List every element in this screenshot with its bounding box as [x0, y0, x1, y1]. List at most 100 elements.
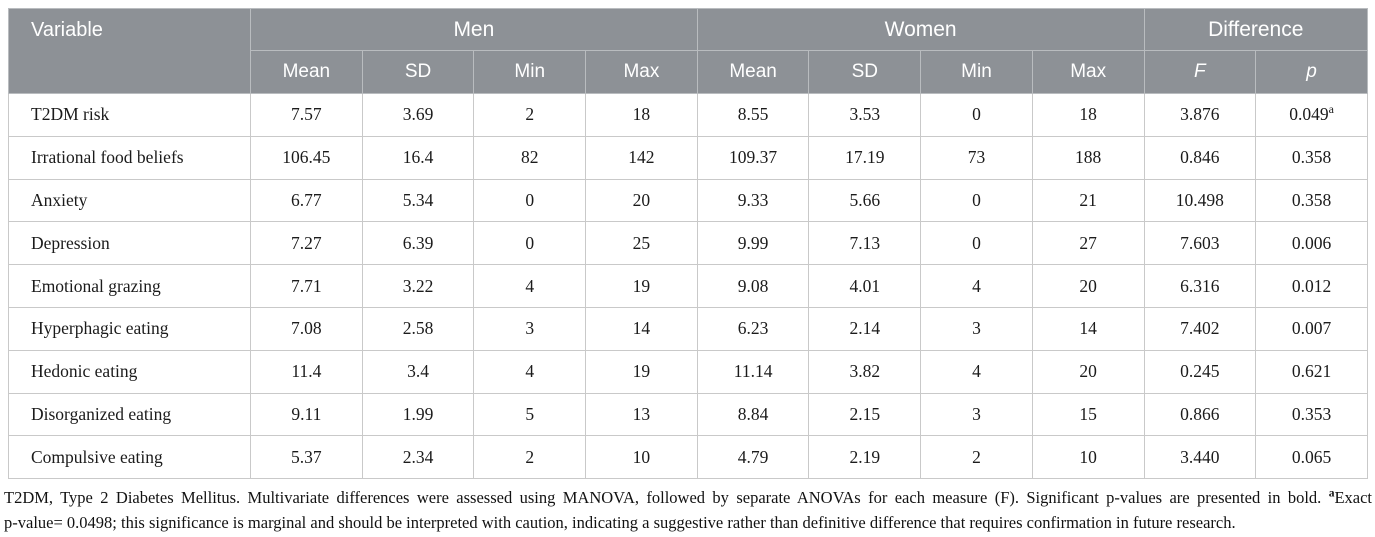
value-text: 5.37	[291, 446, 322, 467]
value-cell: 5.34	[361, 178, 475, 223]
value-text: 4.79	[737, 446, 769, 467]
table-footnote: T2DM, Type 2 Diabetes Mellitus. Multivar…	[4, 485, 1372, 535]
value-text: 3.4	[407, 361, 429, 382]
value-text: 0.358	[1291, 189, 1332, 210]
table-header: Variable Men Women Difference Mean SD Min Max…	[8, 8, 1368, 94]
sub-header-mean-4: Mean	[696, 50, 810, 94]
value-text: 109.37	[729, 147, 778, 168]
group-header-men: Men	[250, 8, 698, 51]
value-cell: 2	[920, 435, 1033, 480]
value-cell: 4	[473, 264, 587, 308]
value-text: 6.316	[1180, 275, 1220, 296]
value-text: 8.55	[737, 104, 769, 125]
value-text: 3.440	[1180, 446, 1220, 467]
value-text: 5.34	[402, 189, 434, 210]
variable-cell: T2DM risk	[8, 93, 251, 137]
value-text: 15	[1079, 403, 1097, 424]
value-cell: 17.19	[808, 135, 922, 180]
sub-header-min-2: Min	[473, 50, 587, 94]
value-text: 2.58	[402, 318, 434, 339]
value-cell: 142	[585, 135, 698, 180]
value-text: 106.45	[282, 147, 331, 168]
group-header-difference: Difference	[1143, 8, 1368, 51]
value-text: 17.19	[845, 147, 885, 168]
variable-cell: Compulsive eating	[8, 435, 251, 480]
value-text: 21	[1079, 189, 1097, 210]
value-cell: 0.006	[1255, 221, 1368, 266]
value-cell: 5	[473, 392, 587, 437]
value-text: 3.53	[849, 104, 881, 125]
value-text: 0	[525, 189, 535, 210]
value-text: 0.245	[1180, 361, 1220, 382]
table-row: Depression 7.27 6.39 0 25 9.99 7.13 0 27 7.603 0.0…	[8, 221, 1368, 266]
sub-header-max-3: Max	[585, 50, 698, 94]
value-cell: 4	[920, 264, 1033, 308]
value-text: 19	[632, 361, 651, 382]
value-text: 3	[525, 318, 535, 339]
value-text: 10	[1079, 446, 1097, 467]
value-text: 0.007	[1291, 318, 1332, 339]
value-cell: 7.27	[250, 221, 363, 266]
value-cell: 2.34	[361, 435, 475, 480]
variable-cell: Emotional grazing	[8, 264, 251, 308]
value-cell: 20	[585, 178, 698, 223]
value-cell: 6.77	[250, 178, 363, 223]
value-text: 19	[632, 275, 651, 296]
value-text: 0.012	[1291, 275, 1332, 296]
value-cell: 73	[920, 135, 1033, 180]
value-text: 3.22	[402, 275, 434, 296]
value-text: 3.69	[402, 104, 434, 125]
value-text: 11.14	[733, 361, 773, 382]
value-text: 73	[967, 147, 986, 168]
value-cell: 2	[473, 435, 587, 480]
value-cell: 9.33	[696, 178, 810, 223]
value-cell: 0.621	[1255, 349, 1368, 394]
value-cell: 7.13	[808, 221, 922, 266]
table-row: Anxiety 6.77 5.34 0 20 9.33 5.66 0 21 10.498 0.358	[8, 178, 1368, 223]
variable-cell: Hyperphagic eating	[8, 306, 251, 351]
value-cell: 2.19	[808, 435, 922, 480]
value-cell: 20	[1031, 264, 1145, 308]
value-cell: 6.23	[696, 306, 810, 351]
value-cell: 82	[473, 135, 587, 180]
value-cell: 0	[473, 221, 587, 266]
sub-header-max-7: Max	[1031, 50, 1145, 94]
value-text: 16.4	[402, 147, 434, 168]
value-cell: 11.14	[696, 349, 810, 394]
value-cell: 6.316	[1143, 264, 1257, 308]
value-text: 0.049	[1289, 104, 1329, 125]
value-cell: 106.45	[250, 135, 363, 180]
p-value-superscript: a	[1328, 102, 1334, 117]
value-cell: 0.353	[1255, 392, 1368, 437]
value-cell: 25	[585, 221, 698, 266]
value-text: 8.84	[737, 403, 769, 424]
column-header-variable: Variable	[8, 8, 251, 94]
value-cell: 14	[1031, 306, 1145, 351]
value-text: 6.23	[737, 318, 769, 339]
value-cell: 7.402	[1143, 306, 1257, 351]
value-cell: 188	[1031, 135, 1145, 180]
value-text: 14	[632, 318, 651, 339]
value-text: 4.01	[849, 275, 881, 296]
value-text: 0	[525, 232, 535, 253]
value-cell: 10	[1031, 435, 1145, 480]
value-text: 5.66	[849, 189, 881, 210]
value-text: 4	[972, 361, 981, 382]
value-cell: 4	[920, 349, 1033, 394]
value-text: 2.14	[849, 318, 881, 339]
value-text: 0.358	[1291, 147, 1332, 168]
table-row: Disorganized eating 9.11 1.99 5 13 8.84 2.15 3 1…	[8, 392, 1368, 437]
value-text: 18	[632, 104, 651, 125]
value-text: 20	[632, 189, 651, 210]
table-row: Hyperphagic eating 7.08 2.58 3 14 6.23 2.14 3 14…	[8, 306, 1368, 351]
value-cell: 13	[585, 392, 698, 437]
table-row: Emotional grazing 7.71 3.22 4 19 9.08 4.01 4 20 6…	[8, 264, 1368, 308]
value-cell: 7.71	[250, 264, 363, 308]
value-text: 7.603	[1180, 232, 1220, 253]
table-row: T2DM risk 7.57 3.69 2 18 8.55 3.53 0 18 3.876 0.04…	[8, 93, 1368, 137]
value-text: 188	[1075, 147, 1102, 168]
value-cell: 19	[585, 349, 698, 394]
value-text: 7.57	[291, 104, 322, 125]
value-text: 2	[525, 446, 535, 467]
